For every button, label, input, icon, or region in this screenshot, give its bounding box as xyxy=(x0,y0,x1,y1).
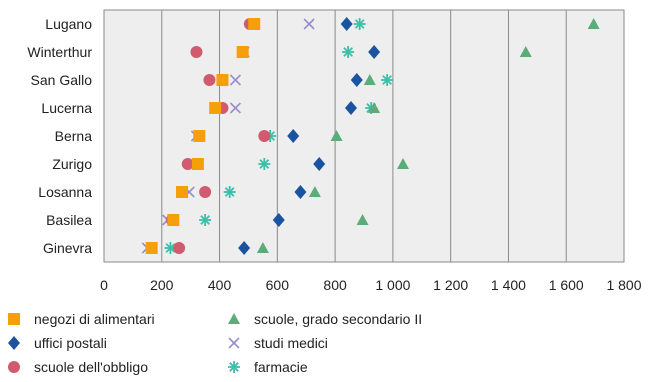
data-marks xyxy=(141,17,600,255)
data-point xyxy=(368,45,381,59)
x-tick-label: 600 xyxy=(266,277,290,293)
data-point xyxy=(258,130,271,142)
legend: negozi di alimentari scuole, grado second… xyxy=(6,308,646,382)
x-axis-tick-labels: 0 200 400 600 800 1 000 1 200 1 400 1 600 1 800 xyxy=(100,277,642,293)
data-point xyxy=(368,102,381,113)
data-point xyxy=(191,158,204,170)
data-point xyxy=(350,73,363,87)
legend-item: farmacie xyxy=(226,356,308,378)
category-label: Basilea xyxy=(46,212,92,228)
data-point xyxy=(340,17,353,31)
data-point xyxy=(193,130,206,142)
x-tick-label: 1 600 xyxy=(549,277,584,293)
category-labels: Lugano Winterthur San Gallo Lucerna Berna Zur… xyxy=(27,16,92,256)
category-label: Winterthur xyxy=(27,44,92,60)
data-point xyxy=(238,241,251,255)
data-point xyxy=(363,74,376,85)
x-tick-label: 200 xyxy=(150,277,174,293)
legend-marker-icon xyxy=(8,336,20,350)
legend-label: studi medici xyxy=(254,335,328,351)
x-tick-label: 1 800 xyxy=(606,277,641,293)
legend-marker xyxy=(228,313,240,324)
category-label: Losanna xyxy=(38,184,92,200)
grid-lines xyxy=(161,10,567,262)
legend-marker xyxy=(8,361,20,373)
legend-item: negozi di alimentari xyxy=(6,308,155,330)
legend-marker-icon xyxy=(228,361,240,373)
data-point xyxy=(236,46,249,58)
data-point xyxy=(199,214,212,226)
data-point xyxy=(229,102,242,114)
x-tick-label: 800 xyxy=(323,277,347,293)
legend-marker-icon xyxy=(8,361,20,373)
category-label: San Gallo xyxy=(31,72,93,88)
category-label: Ginevra xyxy=(43,240,92,256)
data-point xyxy=(229,74,242,86)
data-point xyxy=(258,158,271,170)
data-point xyxy=(381,74,394,86)
data-point xyxy=(397,158,409,169)
x-tick-label: 400 xyxy=(208,277,232,293)
data-point xyxy=(167,214,180,226)
data-point xyxy=(248,18,261,30)
legend-marker xyxy=(8,313,20,325)
data-point xyxy=(519,46,532,57)
data-point xyxy=(272,213,285,227)
x-tick-label: 1 200 xyxy=(433,277,468,293)
data-point xyxy=(216,74,229,86)
legend-marker xyxy=(8,336,20,350)
category-label: Zurigo xyxy=(52,156,92,172)
x-tick-label: 0 xyxy=(100,277,108,293)
data-point xyxy=(342,46,355,58)
data-point xyxy=(356,214,369,225)
category-label: Berna xyxy=(55,128,93,144)
data-point xyxy=(223,186,236,198)
legend-marker xyxy=(228,337,240,349)
data-point xyxy=(256,242,269,253)
legend-label: uffici postali xyxy=(34,335,107,351)
data-point xyxy=(199,186,212,198)
data-point xyxy=(145,242,158,254)
data-point xyxy=(190,46,203,58)
legend-label: scuole, grado secondario II xyxy=(254,311,423,327)
legend-label: scuole dell'obbligo xyxy=(34,359,148,375)
data-point xyxy=(303,18,315,30)
data-point xyxy=(330,130,343,141)
legend-item: uffici postali xyxy=(6,332,107,354)
data-point xyxy=(587,18,600,29)
data-point xyxy=(176,186,188,198)
legend-label: farmacie xyxy=(254,359,308,375)
data-point xyxy=(308,186,321,197)
legend-label: negozi di alimentari xyxy=(34,311,155,327)
data-point xyxy=(313,157,326,171)
data-point xyxy=(353,18,366,30)
x-tick-label: 1 400 xyxy=(491,277,526,293)
category-label: Lucerna xyxy=(41,100,92,116)
data-point xyxy=(181,158,194,170)
data-point xyxy=(203,74,216,86)
legend-marker-icon xyxy=(228,337,240,349)
data-point xyxy=(345,101,357,115)
x-tick-label: 1 000 xyxy=(375,277,410,293)
legend-item: studi medici xyxy=(226,332,328,354)
data-point xyxy=(294,185,307,199)
dot-plot-chart: Lugano Winterthur San Gallo Lucerna Berna Zur… xyxy=(27,9,642,293)
legend-marker-icon xyxy=(8,313,20,325)
data-point xyxy=(287,129,300,143)
data-point xyxy=(209,102,222,114)
category-label: Lugano xyxy=(45,16,92,32)
legend-item: scuole, grado secondario II xyxy=(226,308,422,330)
legend-item: scuole dell'obbligo xyxy=(6,356,148,378)
data-point xyxy=(173,242,186,254)
legend-marker-icon xyxy=(228,313,240,324)
legend-marker xyxy=(228,361,240,373)
